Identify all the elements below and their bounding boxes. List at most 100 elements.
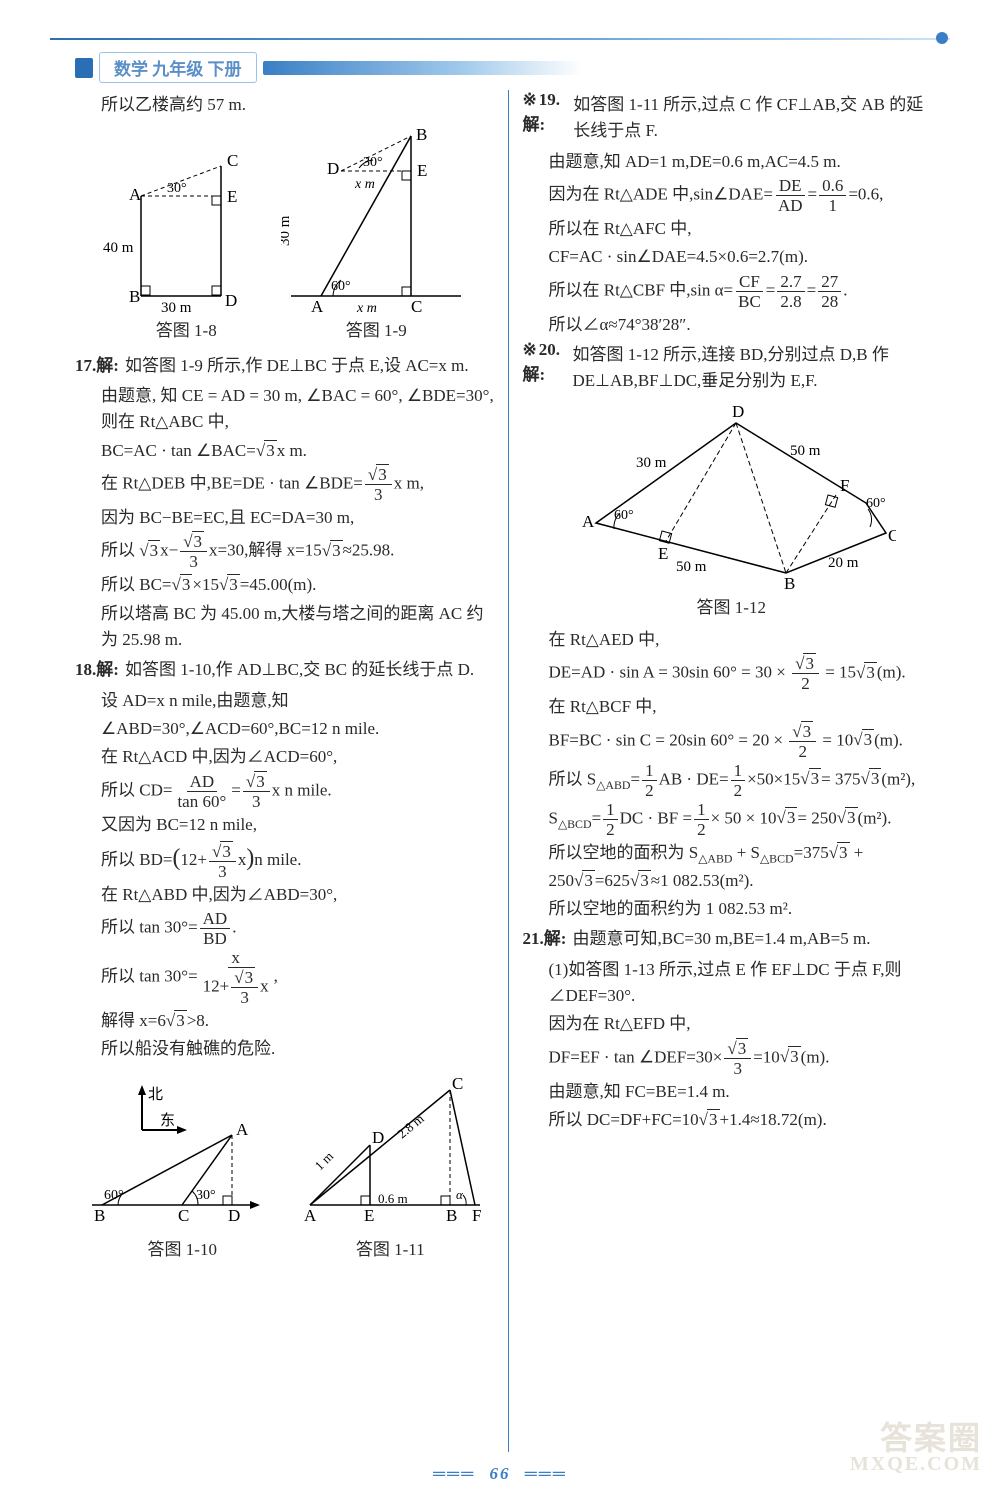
- q18-l7: 所以 BD=(12+33x)n mile.: [75, 840, 498, 880]
- q21-l2: (1)如答图 1-13 所示,过点 E 作 EF⊥DC 于点 F,则∠DEF=3…: [523, 957, 941, 1010]
- q18-l11: 解得 x=63>8.: [75, 1008, 498, 1034]
- svg-text:C: C: [178, 1206, 189, 1225]
- figure-1-11: A B C D E F 1 m 0.6 m 2.8 m α 答图 1-11: [290, 1069, 490, 1269]
- q19-l3: 因为在 Rt△ADE 中,sin∠DAE=DEAD=0.61=0.6,: [523, 177, 941, 214]
- svg-text:D: D: [228, 1206, 240, 1225]
- q20-l3: DE=AD · sin A = 30sin 60° = 30 × 32 = 15…: [523, 655, 941, 692]
- top-rule: [50, 38, 950, 40]
- svg-text:30 m: 30 m: [161, 300, 192, 316]
- top-dot: [936, 32, 948, 44]
- figure-1-8-caption: 答图 1-8: [101, 318, 271, 344]
- svg-text:E: E: [227, 187, 237, 206]
- subject-label: 数学 九年级 下册: [99, 52, 257, 83]
- svg-text:A: A: [311, 297, 324, 316]
- svg-text:东: 东: [160, 1112, 175, 1129]
- svg-text:50 m: 50 m: [790, 443, 821, 459]
- figure-1-9-caption: 答图 1-9: [281, 318, 471, 344]
- q17-l7: 所以 BC=3×153=45.00(m).: [75, 572, 498, 598]
- q21-l6: 所以 DC=DF+FC=103+1.4≈18.72(m).: [523, 1107, 941, 1133]
- svg-text:F: F: [472, 1206, 481, 1225]
- right-column: 19.解: 如答图 1-11 所示,过点 C 作 CF⊥AB,交 AB 的延长线…: [508, 90, 941, 1452]
- watermark: 答案圈 MXQE.COM: [850, 1422, 982, 1474]
- svg-text:C: C: [411, 297, 422, 316]
- q21-l5: 由题意,知 FC=BE=1.4 m.: [523, 1079, 941, 1105]
- q19-l7: 所以∠α≈74°38′28″.: [523, 312, 941, 338]
- left-column: 所以乙楼高约 57 m. A B C D E 30° 40 m 30 m 答图 …: [75, 90, 508, 1452]
- q19-l6: 所以在 Rt△CBF 中,sin α=CFBC=2.72.8=2728.: [523, 273, 941, 310]
- svg-text:D: D: [225, 291, 237, 310]
- q18-l8: 在 Rt△ABD 中,因为∠ABD=30°,: [75, 882, 498, 908]
- svg-text:B: B: [94, 1206, 105, 1225]
- q18-l2: 设 AD=x n mile,由题意,知: [75, 688, 498, 714]
- figure-1-10: 北 东 60° 30° A B C D 答图 1-10: [82, 1069, 282, 1269]
- svg-text:A: A: [129, 185, 142, 204]
- svg-text:B: B: [416, 126, 427, 144]
- q18-l4: 在 Rt△ACD 中,因为∠ACD=60°,: [75, 744, 498, 770]
- svg-text:C: C: [452, 1075, 463, 1093]
- svg-text:C: C: [888, 526, 896, 545]
- svg-text:D: D: [732, 403, 744, 421]
- q18-num: 18.解:: [75, 655, 125, 685]
- q19-num: 19.解:: [523, 90, 574, 147]
- svg-text:60°: 60°: [866, 496, 886, 511]
- page-header: 数学 九年级 下册: [75, 52, 583, 83]
- q17-l4: 在 Rt△DEB 中,BE=DE · tan ∠BDE=33x m,: [75, 466, 498, 503]
- figure-1-8: A B C D E 30° 40 m 30 m 答图 1-8: [101, 120, 271, 350]
- q17-num: 17.解:: [75, 351, 125, 381]
- question-18: 18.解: 如答图 1-10,作 AD⊥BC,交 BC 的延长线于点 D.: [75, 655, 498, 685]
- header-accent: [75, 58, 93, 78]
- q18-l1: 如答图 1-10,作 AD⊥BC,交 BC 的延长线于点 D.: [125, 657, 474, 683]
- figures-row-1: A B C D E 30° 40 m 30 m 答图 1-8 A B C D E…: [75, 120, 498, 350]
- figure-1-10-caption: 答图 1-10: [82, 1237, 282, 1263]
- svg-text:30°: 30°: [167, 181, 187, 196]
- figure-1-12: A B C D E F 30 m 50 m 50 m 20 m 60° 60° …: [523, 403, 941, 621]
- figures-row-2: 北 东 60° 30° A B C D 答图 1-10: [75, 1069, 498, 1269]
- question-19: 19.解: 如答图 1-11 所示,过点 C 作 CF⊥AB,交 AB 的延长线…: [523, 90, 941, 147]
- svg-text:60°: 60°: [614, 508, 634, 523]
- svg-text:40 m: 40 m: [103, 240, 134, 256]
- q20-l5: BF=BC · sin C = 20sin 60° = 20 × 32 = 10…: [523, 723, 941, 760]
- svg-text:D: D: [327, 159, 339, 178]
- header-fade: [263, 61, 583, 75]
- svg-text:B: B: [446, 1206, 457, 1225]
- question-17: 17.解: 如答图 1-9 所示,作 DE⊥BC 于点 E,设 AC=x m.: [75, 351, 498, 381]
- svg-text:F: F: [840, 476, 849, 495]
- q20-l8: 所以空地的面积为 S△ABD + S△BCD=3753 + 2503=6253≈…: [523, 840, 941, 894]
- q18-l10: 所以 tan 30°=x12+33x,: [75, 949, 498, 1006]
- svg-text:50 m: 50 m: [676, 559, 707, 575]
- q19-l5: CF=AC · sin∠DAE=4.5×0.6=2.7(m).: [523, 244, 941, 270]
- svg-text:20 m: 20 m: [828, 555, 859, 571]
- svg-text:C: C: [227, 151, 238, 170]
- svg-text:x m: x m: [354, 177, 375, 192]
- q17-l3: BC=AC · tan ∠BAC=3x m.: [75, 438, 498, 464]
- q20-l9: 所以空地的面积约为 1 082.53 m².: [523, 896, 941, 922]
- svg-text:30 m: 30 m: [281, 216, 293, 247]
- q19-l1: 如答图 1-11 所示,过点 C 作 CF⊥AB,交 AB 的延长线于点 F.: [573, 92, 940, 145]
- svg-text:2.8 m: 2.8 m: [395, 1111, 427, 1142]
- figure-1-9: A B C D E 30° x m 60° x m 30 m 答图 1-9: [281, 120, 471, 350]
- q17-l2: 由题意, 知 CE = AD = 30 m, ∠BAC = 60°, ∠BDE=…: [75, 383, 498, 436]
- svg-text:60°: 60°: [104, 1188, 124, 1203]
- svg-text:B: B: [129, 287, 140, 306]
- figure-1-11-caption: 答图 1-11: [290, 1237, 490, 1263]
- q18-l3: ∠ABD=30°,∠ACD=60°,BC=12 n mile.: [75, 716, 498, 742]
- q18-l12: 所以船没有触礁的危险.: [75, 1036, 498, 1062]
- page-body: 所以乙楼高约 57 m. A B C D E 30° 40 m 30 m 答图 …: [75, 90, 940, 1452]
- svg-text:1 m: 1 m: [312, 1148, 337, 1173]
- q20-l7: S△BCD=12DC · BF =12× 50 × 103= 2503(m²).: [523, 801, 941, 838]
- question-21: 21.解: 由题意可知,BC=30 m,BE=1.4 m,AB=5 m.: [523, 924, 941, 954]
- q18-l5: 所以 CD=ADtan 60°=33x n mile.: [75, 773, 498, 810]
- svg-text:x m: x m: [356, 301, 377, 316]
- q17-l6: 所以 3x−33x=30,解得 x=153≈25.98.: [75, 533, 498, 570]
- q21-l3: 因为在 Rt△EFD 中,: [523, 1011, 941, 1037]
- svg-text:北: 北: [148, 1086, 163, 1103]
- q20-l4: 在 Rt△BCF 中,: [523, 694, 941, 720]
- question-20: 20.解: 如答图 1-12 所示,连接 BD,分别过点 D,B 作 DE⊥AB…: [523, 340, 941, 397]
- q21-l1: 由题意可知,BC=30 m,BE=1.4 m,AB=5 m.: [573, 926, 871, 952]
- q18-l6: 又因为 BC=12 n mile,: [75, 812, 498, 838]
- svg-text:E: E: [417, 161, 427, 180]
- svg-text:0.6 m: 0.6 m: [378, 1191, 408, 1206]
- q19-l4: 所以在 Rt△AFC 中,: [523, 216, 941, 242]
- q17-l1: 如答图 1-9 所示,作 DE⊥BC 于点 E,设 AC=x m.: [125, 353, 469, 379]
- q20-num: 20.解:: [523, 340, 573, 397]
